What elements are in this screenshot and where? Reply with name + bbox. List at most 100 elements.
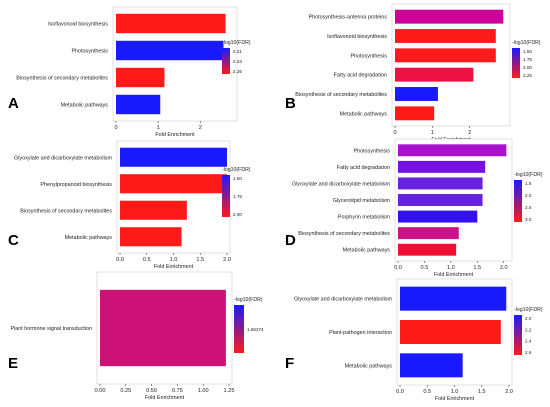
legend-tick-label: 2.25 (523, 73, 532, 78)
x-tick-label: 0.00 (95, 388, 106, 394)
panel-f: Glyoxylate and dicarboxylate metabolism P… (285, 279, 543, 402)
x-tick-label: 1.5 (473, 265, 481, 271)
panel-letter: E (8, 355, 18, 372)
panel-letter: A (8, 95, 19, 112)
legend-tick-label: 2.23 (233, 59, 242, 64)
category-label: Metabolic pathways (345, 363, 393, 369)
legend-tick-label: 1.50 (233, 176, 242, 181)
category-label: Photosynthesis (350, 53, 387, 59)
category-label: Isoflavonoid biosynthesis (327, 34, 387, 40)
category-label: Glyoxylate and dicarboxylate metabolism (294, 297, 392, 303)
x-tick-label: 0.0 (116, 257, 124, 263)
legend-tick-label: 2.6 (525, 350, 532, 355)
panel-a: Isoflavonoid biosynthesis Photosynthesis B… (8, 7, 251, 138)
x-axis-label: Fold Enrichment (145, 395, 185, 401)
legend-tick-label: 2.00 (523, 65, 532, 70)
category-label: Phenylpropanoid biosynthesis (40, 182, 112, 188)
panel-b: Photosynthesis-antenna proteins Isoflavon… (285, 4, 541, 143)
x-tick-label: 1.00 (198, 388, 209, 394)
legend-title: -log10(FDR) (234, 297, 263, 303)
legend-tick-label: 2.25 (233, 69, 242, 74)
legend-title: -log10(FDR) (222, 40, 251, 46)
category-label: Metabolic pathways (61, 103, 109, 109)
bar-7 (398, 244, 456, 256)
category-label: Glyoxylate and dicarboxylate metabolism (14, 155, 112, 161)
bar-6 (398, 227, 459, 239)
legend-tick-label: 2.21 (233, 49, 242, 54)
bar-3 (120, 201, 187, 220)
legend-tick-label: 2.00 (233, 212, 242, 217)
x-tick-label: 2 (468, 130, 471, 136)
legend-tick-label: 1.5 (525, 181, 532, 186)
bar-2 (400, 320, 501, 344)
bar-2 (120, 174, 227, 193)
panel-letter: B (285, 95, 296, 112)
legend-tick-label: 3.0 (525, 217, 532, 222)
category-label: Plant hormone signal transduction (10, 326, 92, 332)
bar-1 (400, 287, 506, 311)
legend-colorbar (234, 305, 244, 353)
x-tick-label: 1.5 (196, 257, 204, 263)
x-tick-label: 0.25 (120, 388, 131, 394)
legend-title: -log10(FDR) (514, 307, 543, 313)
bar-3 (116, 68, 164, 87)
bar-5 (395, 87, 438, 101)
category-label: Porphyrin metabolism (338, 215, 391, 221)
bar-4 (120, 227, 182, 246)
x-tick-label: 2 (199, 125, 202, 131)
x-tick-label: 1.5 (478, 389, 486, 395)
legend-colorbar (222, 48, 230, 74)
category-label: Glycerolipid metabolism (333, 198, 391, 204)
legend-tick-label: 1.66274 (247, 327, 264, 332)
x-tick-label: 0.0 (396, 389, 404, 395)
bar-4 (398, 194, 483, 206)
legend-tick-label: 2.4 (525, 339, 532, 344)
legend-colorbar (512, 48, 520, 78)
category-label: Biosynthesis of secondary metabolites (16, 76, 108, 82)
category-label: Photosynthesis (71, 49, 108, 55)
category-label: Photosynthesis (353, 148, 390, 154)
category-label: Metabolic pathways (340, 111, 388, 117)
legend-title: -log10(FDR) (514, 172, 543, 178)
legend-colorbar (222, 175, 230, 217)
legend-title: -log10(FDR) (222, 167, 251, 173)
legend-title: -log10(FDR) (512, 40, 541, 46)
panel-letter: D (285, 232, 296, 249)
legend-tick-label: 1.75 (233, 194, 242, 199)
bar-2 (398, 161, 485, 173)
bar-1 (100, 290, 226, 366)
panel-c: Glyoxylate and dicarboxylate metabolism P… (8, 141, 251, 270)
x-tick-label: 0.5 (143, 257, 151, 263)
panel-e: Plant hormone signal transduction 0.00 0.2… (8, 272, 264, 401)
x-axis-label: Fold Enrichment (435, 396, 475, 402)
bar-3 (395, 48, 496, 62)
x-tick-label: 0.0 (394, 265, 402, 271)
x-tick-label: 1 (431, 130, 434, 136)
legend-tick-label: 2.0 (525, 316, 532, 321)
category-label: Photosynthesis-antenna proteins (308, 15, 387, 21)
bar-5 (398, 211, 477, 223)
category-label: Metabolic pathways (343, 248, 391, 254)
category-label: Plant-pathogen interaction (329, 330, 392, 336)
x-tick-label: 0 (114, 125, 117, 131)
x-tick-label: 1 (157, 125, 160, 131)
category-label: Isoflavonoid biosynthesis (48, 22, 108, 28)
bar-6 (395, 106, 434, 120)
bar-1 (395, 10, 503, 24)
x-tick-label: 1.0 (170, 257, 178, 263)
legend-colorbar (514, 180, 522, 222)
bar-3 (398, 177, 483, 189)
legend-colorbar (514, 315, 522, 355)
panel-d: Photosynthesis Fatty acid degradation Glyo… (285, 139, 543, 278)
bar-3 (400, 353, 463, 377)
bar-2 (116, 41, 223, 60)
legend-tick-label: 2.5 (525, 205, 532, 210)
legend-tick-label: 2.2 (525, 327, 532, 332)
category-label: Biosynthesis of secondary metabolites (295, 92, 387, 98)
x-tick-label: 2.0 (223, 257, 231, 263)
x-tick-label: 0.75 (172, 388, 183, 394)
category-label: Metabolic pathways (65, 235, 113, 241)
bar-1 (116, 14, 226, 33)
bar-1 (398, 144, 506, 156)
